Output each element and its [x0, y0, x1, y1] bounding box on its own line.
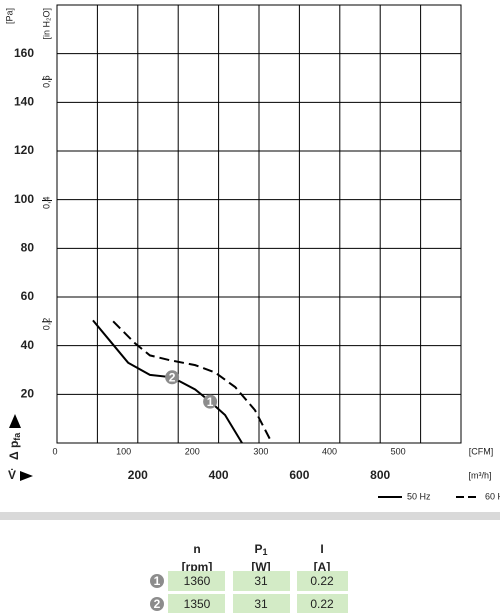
y-tick-label: 120	[14, 143, 34, 157]
x2-tick-label: 300	[253, 446, 268, 456]
symbol: P	[254, 542, 262, 556]
symbol: n	[193, 542, 200, 556]
table-cell-text: 31	[254, 597, 268, 611]
x2-tick-label: 100	[116, 446, 131, 456]
table-cell	[168, 571, 225, 591]
plot-frame	[56, 4, 462, 444]
table-cell-text: 1360	[184, 574, 211, 588]
x2-tick-label: 200	[185, 446, 200, 456]
x2-tick-label: 500	[391, 446, 406, 456]
table-cell-text: 0.22	[310, 597, 334, 611]
y2-tick-label: 0,4	[41, 197, 51, 210]
curve-marker	[203, 394, 218, 409]
x2-unit: [CFM]	[469, 446, 494, 456]
y-label-sub: fa	[12, 432, 22, 441]
table-cell	[297, 594, 348, 613]
y-label-text: Δ p	[7, 441, 21, 460]
row-marker-label: 1	[154, 574, 161, 588]
x-label: V̇	[8, 467, 16, 482]
table-cell-text: 31	[254, 574, 268, 588]
legend-label: 60 Hz	[485, 491, 500, 501]
x-unit: [m³/h]	[468, 470, 491, 480]
x2-tick-label: 0	[52, 446, 57, 456]
x-tick-label: 200	[128, 468, 148, 482]
row-marker	[150, 574, 164, 588]
table-cell	[168, 594, 225, 613]
row-marker	[150, 597, 164, 611]
y-label: Δ pfa	[7, 432, 22, 460]
row-marker-label: 2	[154, 597, 161, 611]
x-tick-label: 400	[209, 468, 229, 482]
table-header-unit: [rpm]	[182, 560, 213, 574]
y2-tick-label: 0,2	[41, 318, 51, 331]
y-unit: [Pa]	[4, 8, 14, 24]
y-arrow	[9, 414, 21, 428]
y-tick-label: 160	[14, 46, 34, 60]
y2-tick-label: 0,6	[41, 75, 51, 88]
x-tick-label: 800	[370, 468, 390, 482]
table-band	[0, 512, 500, 520]
curve-marker-label: 2	[169, 370, 176, 384]
y-tick-label: 60	[21, 289, 35, 303]
curve-marker	[165, 370, 180, 385]
table-cell-text: 0.22	[310, 574, 334, 588]
y-tick-label: 40	[21, 338, 35, 352]
y-tick-label: 80	[21, 241, 35, 255]
y2-unit: [in H₂O]	[41, 8, 51, 40]
table-cell	[233, 594, 290, 613]
symbol-sub: 1	[263, 547, 268, 557]
table-cell	[233, 571, 290, 591]
symbol: I	[320, 542, 323, 556]
table-header-symbol: P1	[254, 542, 267, 557]
series-line	[112, 320, 273, 444]
table-header-unit: [W]	[251, 560, 270, 574]
table-header-symbol: I	[320, 542, 323, 556]
legend-label: 50 Hz	[407, 491, 431, 501]
y-tick-label: 140	[14, 95, 34, 109]
y-tick-label: 20	[21, 387, 35, 401]
table-cell	[297, 571, 348, 591]
y-tick-label: 100	[14, 192, 34, 206]
x-tick-label: 600	[289, 468, 309, 482]
x-arrow	[20, 471, 33, 481]
x2-tick-label: 400	[322, 446, 337, 456]
table-header-symbol: n	[193, 542, 200, 556]
curve-marker-label: 1	[207, 395, 214, 409]
table-cell-text: 1350	[184, 597, 211, 611]
table-header-unit: [A]	[314, 560, 331, 574]
